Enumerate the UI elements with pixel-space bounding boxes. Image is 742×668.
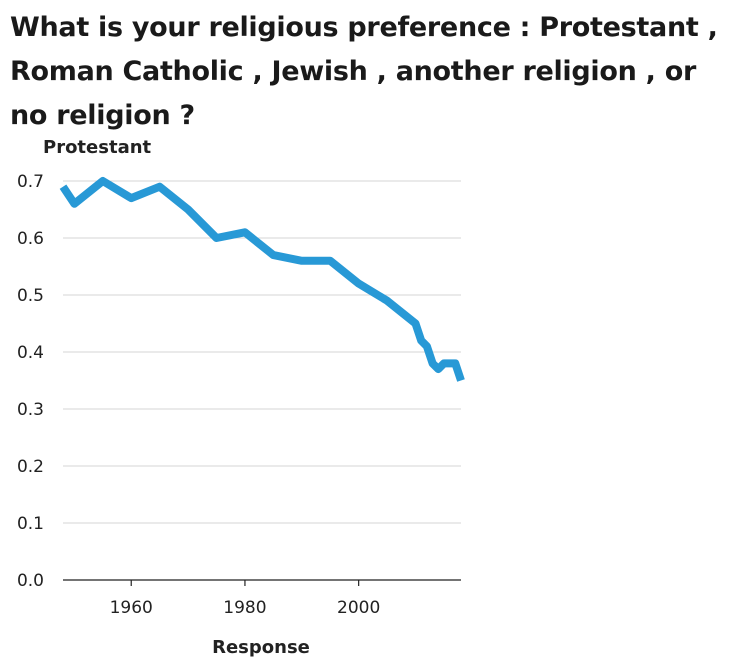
series-layer [59,177,465,382]
data-point [432,363,433,364]
data-point [438,369,439,370]
y-tick-label: 0.5 [17,286,44,306]
data-point [443,363,444,364]
data-point [159,186,160,187]
data-point [273,255,274,256]
y-axis-ticks: 0.0 0.1 0.2 0.3 0.4 0.5 0.6 0.7 [17,172,44,591]
y-tick-label: 0.3 [17,400,44,420]
grid [63,180,461,581]
y-tick-label: 0.0 [17,571,44,591]
data-point [63,186,64,187]
x-tick-label: 2000 [337,598,380,618]
data-point [426,346,427,347]
data-point [461,380,462,381]
data-point [216,238,217,239]
series-line-0 [59,177,465,382]
y-tick-label: 0.2 [17,457,44,477]
y-tick-label: 0.4 [17,343,44,363]
y-axis-title: Protestant [43,137,152,158]
data-point [131,198,132,199]
x-tick-label: 1960 [110,598,153,618]
data-point [188,209,189,210]
data-point [449,363,450,364]
data-point [244,232,245,233]
data-point [74,203,75,204]
x-tick-label: 1980 [223,598,266,618]
y-tick-label: 0.7 [17,172,44,192]
x-axis-ticks: 1960 1980 2000 [110,580,380,618]
x-axis-title: Response [212,637,310,658]
chart-title: What is your religious preference : Prot… [10,12,718,131]
data-point [415,323,416,324]
y-tick-label: 0.6 [17,229,44,249]
data-point [387,300,388,301]
data-point [455,363,456,364]
data-point [330,260,331,261]
data-point [301,260,302,261]
data-point [358,283,359,284]
data-point [421,340,422,341]
data-point [102,181,103,182]
y-tick-label: 0.1 [17,514,44,534]
